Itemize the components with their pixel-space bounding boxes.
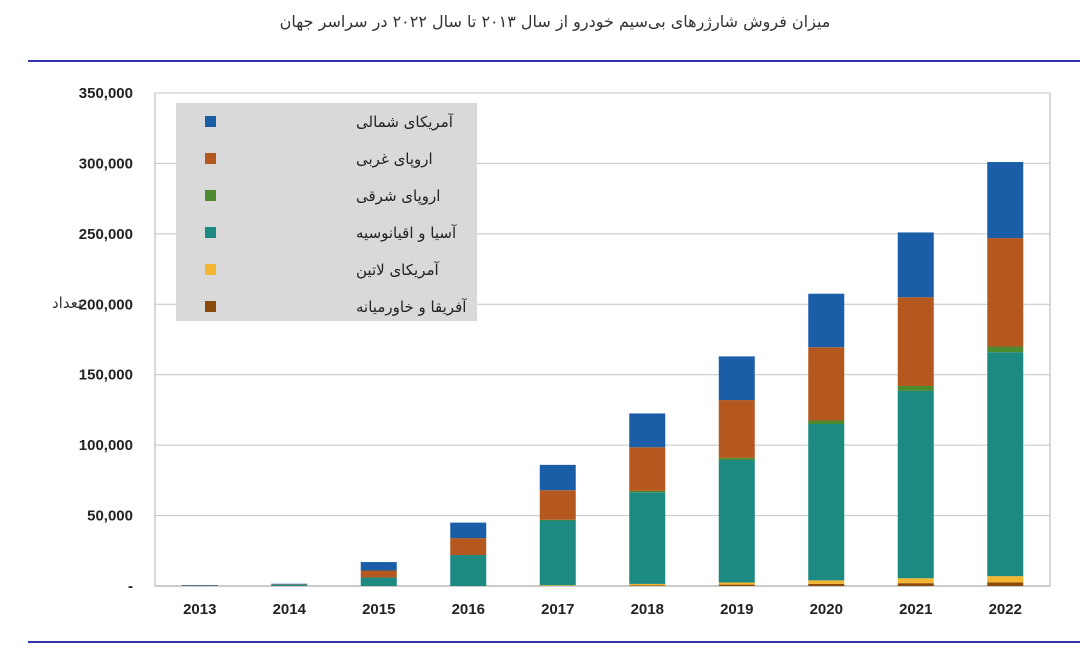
bar-segment [181,585,218,586]
legend-label: آمریکای لاتین [356,261,440,279]
bar-segment [718,356,755,401]
legend-label: آسیا و اقیانوسیه [356,224,457,242]
y-tick-label: 200,000 [79,296,133,313]
legend-swatch [205,190,216,201]
y-tick-label: 50,000 [87,508,133,525]
bar-segment [808,293,845,348]
y-tick-label: 250,000 [79,226,133,243]
bar-segment [629,490,666,493]
legend-label: آفریقا و خاورمیانه [356,298,467,316]
x-tick-label: 2022 [989,601,1022,618]
bar-segment [897,390,934,579]
bar-segment [360,577,397,586]
bar-segment [539,519,576,521]
bar-segment [271,583,308,585]
plot-area: - 50,000 100,000 150,000 200,000 250,000 300,0… [79,85,1051,618]
x-tick-label: 2019 [720,601,753,618]
bar-segment [897,583,934,586]
legend-swatch [205,153,216,164]
legend-label: اروپای غربی [356,150,433,169]
bar-segment [897,232,934,298]
bar-segment [539,585,576,586]
legend-swatch [205,116,216,127]
x-tick-label: 2020 [810,601,843,618]
chart-title: میزان فروش شارژرهای بی‌سیم خودرو از سال … [280,12,831,32]
y-tick-label: 100,000 [79,437,133,454]
bar-segment [629,492,666,584]
bar-segment [360,562,397,571]
y-tick-label: - [128,578,133,595]
bar-segment [987,352,1024,577]
bar-segment [271,584,308,585]
bar-segment [808,580,845,584]
bar-segment [539,520,576,586]
bar-segment [718,582,755,585]
x-tick-label: 2021 [899,601,932,618]
x-tick-label: 2013 [183,601,216,618]
y-axis-label: تعداد [52,294,82,312]
bar-segment [987,576,1024,583]
legend-swatch [205,227,216,238]
bar-segment [450,555,487,586]
x-tick-label: 2016 [452,601,485,618]
bar-segment [718,457,755,460]
bar-segment [718,459,755,583]
bar-segment [808,347,845,421]
bar-segment [987,582,1024,586]
bar-segment [629,447,666,491]
bar-segment [629,583,666,586]
bar-segment [629,413,666,448]
bar-segment [271,584,308,586]
legend-box [176,103,477,321]
legend-swatch [205,301,216,312]
x-tick-label: 2017 [541,601,574,618]
bar-segment [718,584,755,586]
x-tick-label: 2015 [362,601,395,618]
bar-segment [808,583,845,586]
y-tick-label: 150,000 [79,367,133,384]
bar-segment [897,297,934,386]
bar-segment [450,538,487,556]
bar-segment [897,385,934,391]
bar-segment [987,238,1024,347]
bar-segment [360,570,397,578]
legend-swatch [205,264,216,275]
bar-segment [808,424,845,581]
bar-segment [808,420,845,425]
bar-segment [450,522,487,539]
y-tick-label: 350,000 [79,85,133,102]
legend-label: آمریکای شمالی [356,113,454,131]
y-tick-label: 300,000 [79,155,133,172]
x-tick-label: 2014 [273,601,307,618]
bar-segment [987,162,1024,239]
bar-segment [987,346,1024,353]
legend-label: اروپای شرقی [356,187,440,206]
bar-segment [539,464,576,491]
bar-segment [629,585,666,586]
bar-segment [897,578,934,584]
x-tick-label: 2018 [631,601,664,618]
bar-segment [539,490,576,520]
bar-segment [718,400,755,458]
